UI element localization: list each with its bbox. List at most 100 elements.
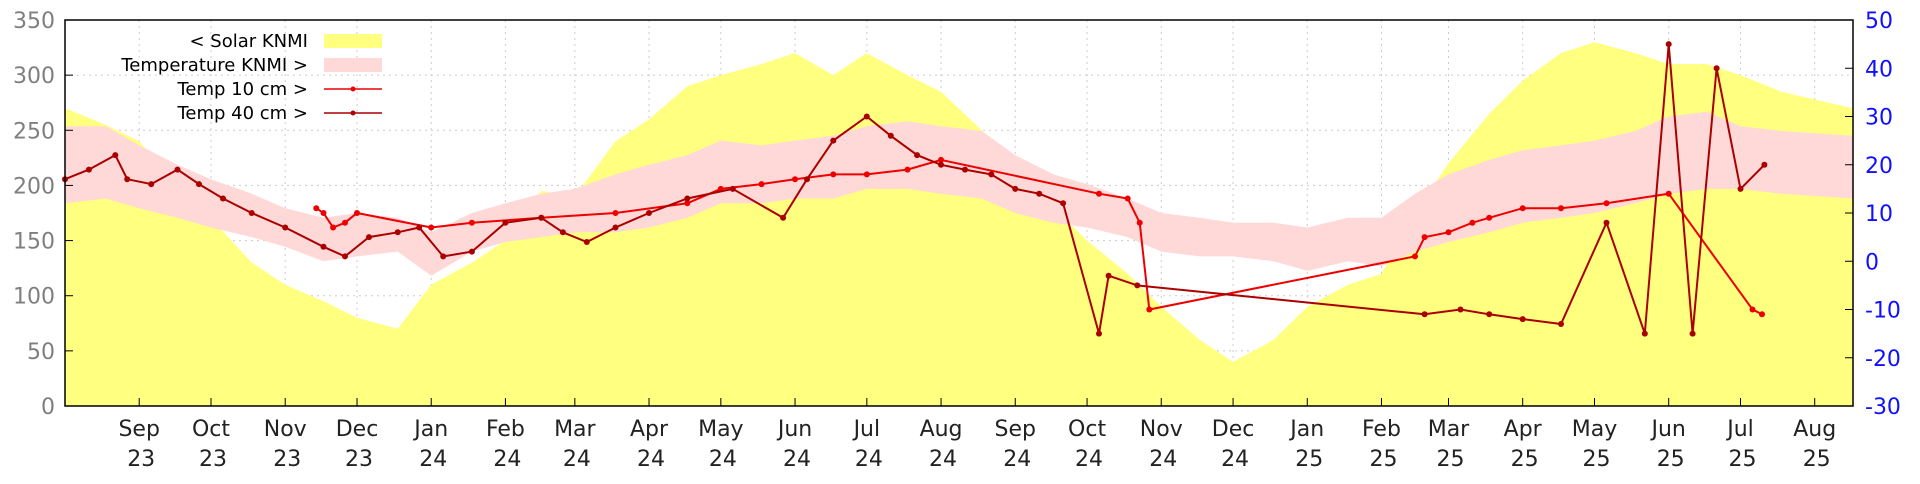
temp-40cm-point [416, 224, 423, 231]
temp-10cm-point [1759, 311, 1765, 318]
x-tick-year-label: 25 [1657, 447, 1685, 472]
x-tick-month-label: May [698, 417, 743, 442]
x-tick-month-label: Aug [1793, 417, 1836, 442]
temp-40cm-point [887, 132, 894, 139]
temp-10cm-series [313, 156, 1765, 318]
legend-swatch [324, 34, 382, 48]
x-tick-year-label: 23 [127, 447, 155, 472]
temp-40cm-point [583, 239, 590, 245]
temp-10cm-point [1519, 205, 1526, 212]
x-tick-year-label: 24 [637, 447, 665, 472]
x-tick-month-label: Dec [336, 417, 379, 442]
temperature-knmi-series [65, 111, 1853, 276]
temp-10cm-point [1412, 253, 1418, 260]
temp-40cm-point [220, 195, 226, 202]
temp-40cm-point [938, 161, 944, 168]
temp-40cm-point [830, 137, 837, 144]
temp-40cm-point [914, 152, 921, 159]
left-y-tick-label: 100 [13, 285, 55, 310]
x-tick-month-label: May [1572, 417, 1617, 442]
temp-40cm-point [196, 181, 202, 188]
temp-10cm-point [1469, 219, 1476, 226]
temp-40cm-point [1457, 306, 1464, 313]
x-tick-year-label: 24 [929, 447, 957, 472]
x-tick-month-label: Jul [852, 417, 881, 442]
temp-10cm-line [315, 158, 1763, 316]
temp-10cm-point [1749, 306, 1756, 313]
x-tick-month-label: Jun [1650, 417, 1686, 442]
temp-40cm-point [1713, 65, 1720, 72]
temp-40cm-line [64, 44, 1766, 334]
temp-40cm-point [1036, 190, 1043, 197]
left-y-tick-label: 50 [27, 340, 55, 365]
x-tick-year-label: 24 [493, 447, 521, 472]
temp-10cm-point [612, 210, 619, 216]
x-tick-month-label: Jan [412, 417, 448, 442]
left-y-tick-label: 200 [13, 174, 55, 199]
temp-40cm-point [804, 176, 810, 183]
temp-10cm-point [1486, 214, 1493, 221]
right-y-tick-label: -20 [1865, 347, 1901, 372]
temp-40cm-point [342, 253, 348, 260]
x-tick-year-label: 25 [1582, 447, 1610, 472]
x-tick-year-label: 23 [273, 447, 301, 472]
temp-40cm-point [1519, 316, 1526, 323]
x-tick-year-label: 24 [783, 447, 811, 472]
temp-10cm-point [1445, 229, 1452, 236]
temp-40cm-point [612, 224, 619, 231]
x-tick-month-label: Aug [920, 417, 963, 442]
temp-40cm-point [440, 253, 447, 260]
x-tick-year-label: 25 [1729, 447, 1757, 472]
temp-10cm-point [904, 166, 911, 173]
temp-10cm-point [684, 200, 691, 207]
x-tick-year-label: 24 [419, 447, 447, 472]
temp-10cm-point [320, 210, 327, 216]
x-tick-year-label: 25 [1369, 447, 1397, 472]
temp-40cm-point [148, 181, 155, 188]
solar-knmi-area [65, 42, 1853, 406]
right-y-tick-label: 50 [1865, 9, 1893, 34]
right-y-tick-label: -30 [1865, 395, 1901, 420]
temp-40cm-point [124, 176, 131, 183]
x-tick-month-label: Apr [630, 417, 669, 442]
temp-40cm-point [1641, 330, 1648, 337]
x-tick-year-label: 23 [199, 447, 227, 472]
right-y-tick-label: -10 [1865, 299, 1901, 324]
x-tick-year-label: 24 [709, 447, 737, 472]
x-tick-year-label: 25 [1436, 447, 1464, 472]
temp-10cm-point [1146, 306, 1153, 313]
left-y-tick-label: 250 [13, 119, 55, 144]
legend-point-sample [350, 110, 356, 116]
temp-40cm-point [538, 214, 545, 221]
left-y-tick-label: 300 [13, 64, 55, 89]
x-tick-year-label: 24 [1149, 447, 1177, 472]
temp-40cm-point [174, 166, 181, 173]
x-tick-month-label: Dec [1212, 417, 1255, 442]
x-tick-month-label: Mar [1428, 417, 1470, 442]
temp-40cm-point [468, 248, 475, 255]
temp-10cm-point [792, 176, 798, 183]
x-tick-month-label: Sep [995, 417, 1036, 442]
temp-10cm-point [1558, 205, 1564, 212]
temp-10cm-point [468, 219, 475, 226]
x-tick-year-label: 25 [1803, 447, 1831, 472]
temp-40cm-point [863, 113, 870, 120]
temp-40cm-point [559, 229, 566, 236]
x-tick-month-label: Sep [118, 417, 159, 442]
temp-10cm-point [1603, 200, 1610, 207]
x-tick-year-label: 24 [1075, 447, 1103, 472]
x-tick-month-label: Jun [776, 417, 812, 442]
temp-10cm-point [354, 210, 360, 216]
temp-10cm-point [428, 224, 435, 231]
temp-10cm-point [342, 219, 348, 226]
right-y-tick-label: 40 [1865, 57, 1893, 82]
temp-40cm-point [780, 214, 787, 221]
temp-40cm-point [1012, 185, 1019, 192]
legend-label: < Solar KNMI [189, 31, 308, 52]
temp-40cm-point [248, 210, 255, 216]
temp-40cm-point [729, 185, 736, 192]
right-y-axis: -30 -20 -10 0 10 20 30 40 50 [1845, 9, 1901, 420]
temp-10cm-point [938, 156, 944, 163]
x-tick-month-label: Oct [1068, 417, 1106, 442]
